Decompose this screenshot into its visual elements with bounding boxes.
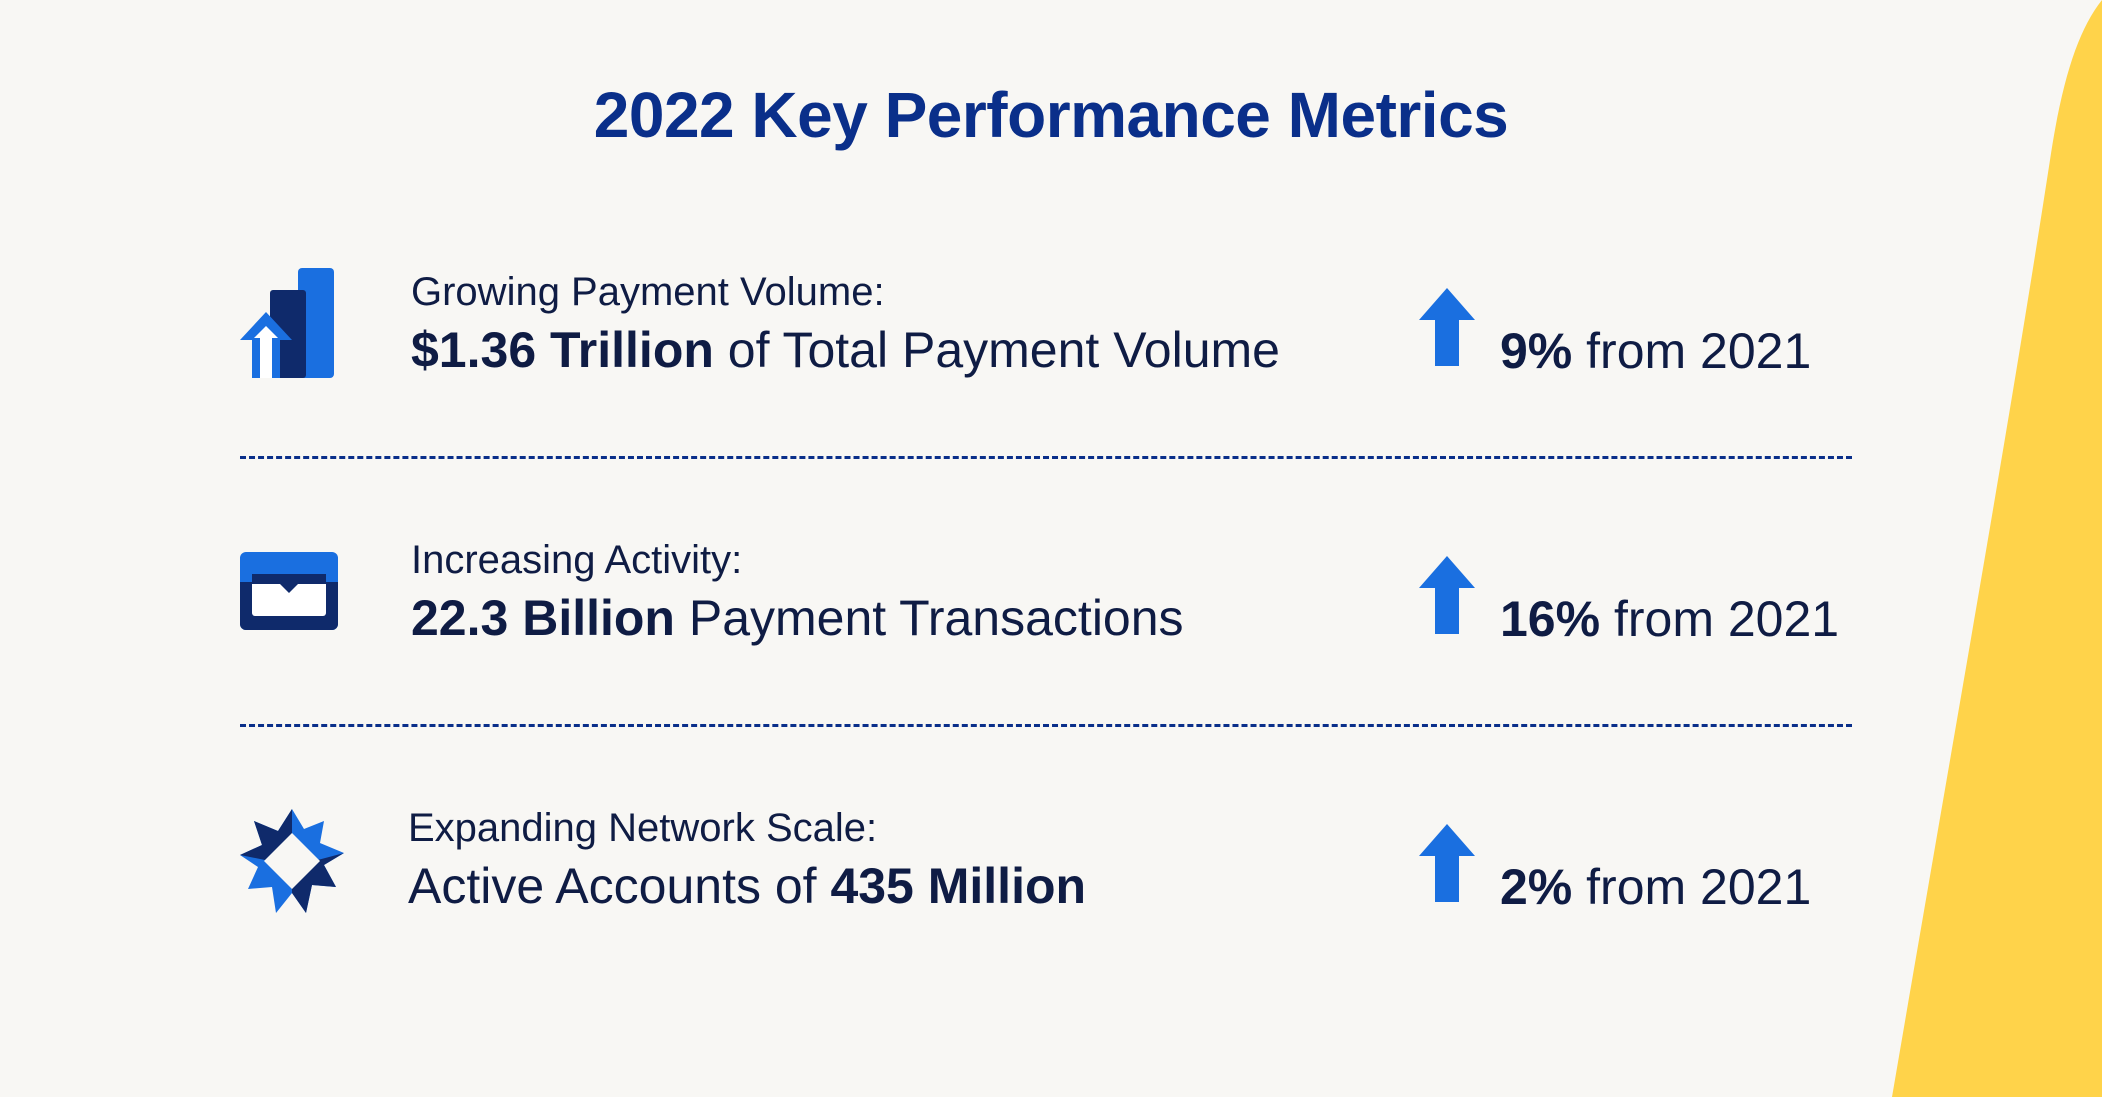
change-suffix: from 2021 xyxy=(1572,323,1812,379)
change-percent: 16% xyxy=(1500,591,1601,647)
network-star-icon xyxy=(240,809,344,913)
metric-value-bold: 435 Million xyxy=(830,858,1087,914)
wallet-card-icon xyxy=(240,552,338,630)
change-value: 9% from 2021 xyxy=(1500,322,1811,380)
metric-value-bold: $1.36 Trillion xyxy=(411,322,714,378)
change-percent: 2% xyxy=(1500,859,1573,915)
metric-value: $1.36 Trillion of Total Payment Volume xyxy=(411,320,1280,380)
metric-label: Growing Payment Volume: xyxy=(411,270,885,314)
change-value: 16% from 2021 xyxy=(1500,590,1839,648)
change-suffix: from 2021 xyxy=(1572,859,1812,915)
divider xyxy=(240,456,1852,459)
metric-row-transactions: Increasing Activity: 22.3 Billion Paymen… xyxy=(0,508,2102,708)
metric-row-payment-volume: Growing Payment Volume: $1.36 Trillion o… xyxy=(0,240,2102,440)
metric-value: Active Accounts of 435 Million xyxy=(408,856,1086,916)
metric-value-rest: of Total Payment Volume xyxy=(713,322,1280,378)
metric-row-accounts: Expanding Network Scale: Active Accounts… xyxy=(0,776,2102,976)
divider xyxy=(240,724,1852,727)
change-suffix: from 2021 xyxy=(1600,591,1840,647)
bar-chart-up-icon xyxy=(240,268,334,378)
arrow-up-icon xyxy=(1419,824,1475,902)
metric-value-bold: 22.3 Billion xyxy=(411,590,675,646)
metric-label: Increasing Activity: xyxy=(411,538,743,582)
arrow-up-icon xyxy=(1419,556,1475,634)
arrow-up-icon xyxy=(1419,288,1475,366)
change-value: 2% from 2021 xyxy=(1500,858,1811,916)
metric-value-rest: Payment Transactions xyxy=(674,590,1184,646)
metric-label: Expanding Network Scale: xyxy=(408,806,878,850)
metric-value: 22.3 Billion Payment Transactions xyxy=(411,588,1184,648)
change-percent: 9% xyxy=(1500,323,1573,379)
metric-value-prefix: Active Accounts of xyxy=(408,858,831,914)
page-title: 2022 Key Performance Metrics xyxy=(593,79,1509,151)
